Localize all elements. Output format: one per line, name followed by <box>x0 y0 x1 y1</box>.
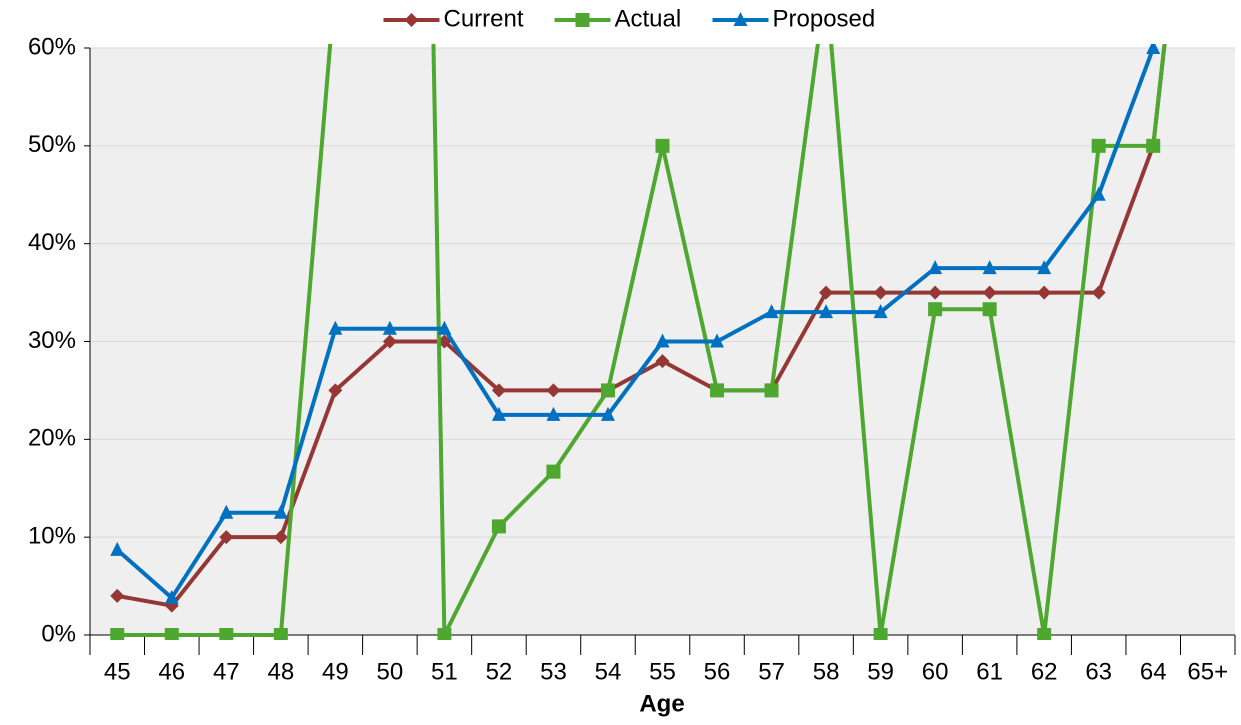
x-tick-label: 52 <box>486 658 513 685</box>
x-tick-label: 54 <box>595 658 622 685</box>
marker <box>928 285 943 300</box>
marker <box>546 464 561 479</box>
marker <box>928 302 943 317</box>
y-tick-label: 40% <box>28 229 76 256</box>
marker <box>328 383 343 398</box>
marker <box>1037 260 1052 275</box>
marker <box>110 541 125 556</box>
marker <box>819 285 834 300</box>
y-tick-label: 0% <box>41 620 76 647</box>
marker <box>600 406 615 421</box>
marker <box>1091 186 1106 201</box>
plot-series <box>110 44 1167 640</box>
marker <box>219 504 234 519</box>
marker <box>873 285 888 300</box>
x-tick-label: 65+ <box>1187 658 1228 685</box>
marker <box>764 383 779 398</box>
marker <box>764 304 779 319</box>
x-tick-label: 55 <box>649 658 676 685</box>
marker <box>164 589 179 604</box>
x-tick-label: 58 <box>813 658 840 685</box>
x-tick-label: 57 <box>758 658 785 685</box>
x-tick-label: 56 <box>704 658 731 685</box>
legend-label: Current <box>444 5 524 32</box>
marker <box>219 530 234 545</box>
legend-label: Actual <box>615 5 682 32</box>
marker <box>110 628 125 640</box>
marker <box>273 530 288 545</box>
marker <box>546 406 561 421</box>
marker <box>873 304 888 319</box>
legend-marker <box>575 13 590 27</box>
marker <box>655 354 670 369</box>
x-axis-title: Age <box>639 690 684 717</box>
marker <box>491 406 506 421</box>
marker <box>655 333 670 348</box>
y-tick-label: 20% <box>28 425 76 452</box>
marker <box>710 333 725 348</box>
marker <box>219 628 234 640</box>
marker <box>164 628 179 640</box>
marker <box>982 285 997 300</box>
marker <box>600 383 615 398</box>
series-line <box>115 47 1156 600</box>
y-tick-label: 30% <box>28 327 76 354</box>
x-tick-label: 48 <box>267 658 294 685</box>
marker <box>655 138 670 153</box>
marker <box>982 302 997 317</box>
x-tick-label: 46 <box>158 658 185 685</box>
x-tick-label: 61 <box>976 658 1003 685</box>
marker <box>273 504 288 519</box>
legend-label: Proposed <box>773 5 876 32</box>
x-tick-label: 50 <box>377 658 404 685</box>
marker <box>1037 628 1052 640</box>
x-tick-label: 51 <box>431 658 458 685</box>
marker <box>437 320 452 335</box>
marker <box>873 628 888 640</box>
marker <box>491 383 506 398</box>
y-tick-label: 60% <box>28 33 76 60</box>
marker <box>1146 44 1161 54</box>
x-tick-label: 53 <box>540 658 567 685</box>
marker <box>1091 285 1106 300</box>
marker <box>382 320 397 335</box>
y-tick-label: 50% <box>28 131 76 158</box>
x-tick-label: 63 <box>1085 658 1112 685</box>
marker <box>437 628 452 640</box>
marker <box>1146 138 1161 153</box>
marker <box>928 260 943 275</box>
marker <box>819 304 834 319</box>
marker <box>273 628 288 640</box>
legend-marker <box>404 13 419 27</box>
marker <box>328 320 343 335</box>
marker <box>710 383 725 398</box>
x-tick-label: 59 <box>867 658 894 685</box>
x-tick-label: 64 <box>1140 658 1167 685</box>
marker <box>982 260 997 275</box>
marker <box>110 588 125 603</box>
marker <box>1091 138 1106 153</box>
x-tick-label: 62 <box>1031 658 1058 685</box>
marker <box>546 383 561 398</box>
legend-marker <box>733 12 748 26</box>
marker <box>491 519 506 534</box>
x-tick-label: 60 <box>922 658 949 685</box>
x-tick-label: 47 <box>213 658 240 685</box>
x-tick-label: 49 <box>322 658 349 685</box>
x-tick-label: 45 <box>104 658 131 685</box>
marker <box>1037 285 1052 300</box>
y-tick-label: 10% <box>28 523 76 550</box>
marker <box>382 334 397 349</box>
